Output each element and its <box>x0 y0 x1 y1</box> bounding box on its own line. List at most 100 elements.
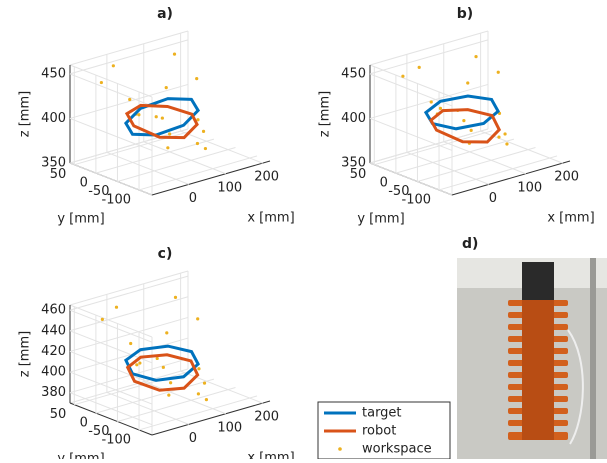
box-edge <box>70 31 188 65</box>
workspace-point <box>112 64 115 67</box>
workspace-point <box>203 382 206 385</box>
workspace-point <box>195 77 198 80</box>
workspace-point <box>165 86 168 89</box>
x-axis-label: x [mm] <box>247 211 294 226</box>
workspace-point <box>503 132 506 135</box>
workspace-point <box>115 306 118 309</box>
x-tick-label: 0 <box>189 191 197 206</box>
y-tick-label: 50 <box>50 407 67 422</box>
y-tick-label: 0 <box>80 176 88 191</box>
workspace-point <box>497 136 500 139</box>
grid-line <box>70 297 188 331</box>
y-axis-label: y [mm] <box>357 212 404 227</box>
grid-line <box>370 40 488 74</box>
y-tick-label: 0 <box>380 176 388 191</box>
grid-line <box>74 131 192 165</box>
workspace-point <box>167 394 170 397</box>
workspace-point <box>173 53 176 56</box>
z-tick-label: 380 <box>41 385 66 400</box>
grid-line <box>374 131 492 165</box>
z-tick-label: 400 <box>41 365 66 380</box>
grid-line <box>370 118 452 150</box>
workspace-point <box>100 81 103 84</box>
workspace-point <box>505 142 508 145</box>
chart-title: b) <box>457 6 473 22</box>
workspace-point <box>418 66 421 69</box>
workspace-point <box>137 113 140 116</box>
x-tick-label: 100 <box>217 420 242 435</box>
grid-line <box>70 74 152 106</box>
photo-frame <box>590 258 596 459</box>
grid-line <box>370 84 488 118</box>
z-axis-label: z [mm] <box>318 91 333 137</box>
workspace-point <box>166 146 169 149</box>
x-tick-label: 0 <box>489 191 497 206</box>
grid-line <box>70 276 188 310</box>
workspace-point <box>197 392 200 395</box>
z-tick-label: 420 <box>41 344 66 359</box>
box-edge <box>70 271 188 305</box>
workspace-point <box>204 147 207 150</box>
workspace-point <box>129 342 132 345</box>
workspace-point <box>439 107 442 110</box>
workspace-point <box>196 142 199 145</box>
legend-label: target <box>362 406 402 421</box>
grid-line <box>70 40 188 74</box>
workspace-point <box>168 132 171 135</box>
x-tick-label: 200 <box>254 410 279 425</box>
y-axis-label: y [mm] <box>57 452 104 460</box>
workspace-point <box>462 119 465 122</box>
workspace-point <box>401 75 404 78</box>
chart-title: a) <box>157 6 173 22</box>
z-tick-label: 400 <box>341 111 366 126</box>
trajectory <box>426 96 498 129</box>
workspace-point <box>138 361 141 364</box>
z-tick-label: 460 <box>41 303 66 318</box>
workspace-point <box>205 398 208 401</box>
x-axis-label: x [mm] <box>247 451 294 460</box>
z-tick-label: 400 <box>41 111 66 126</box>
workspace-point <box>155 115 158 118</box>
x-tick-label: 200 <box>254 170 279 185</box>
z-tick-label: 450 <box>341 66 366 81</box>
workspace-point <box>156 357 159 360</box>
y-axis-label: y [mm] <box>57 212 104 227</box>
legend: target robot workspace <box>318 402 450 459</box>
workspace-point <box>169 381 172 384</box>
x-tick-label: 0 <box>189 431 197 446</box>
z-tick-label: 450 <box>41 66 66 81</box>
z-tick-label: 350 <box>341 156 366 171</box>
workspace-point <box>197 367 200 370</box>
workspace-point <box>466 81 469 84</box>
box-edge <box>70 65 152 97</box>
grid-line <box>370 129 488 163</box>
box-edge <box>70 305 152 337</box>
box-edge <box>370 31 488 65</box>
chart-title: c) <box>158 246 173 262</box>
workspace-point <box>196 317 199 320</box>
legend-label: robot <box>362 424 396 439</box>
z-tick-label: 350 <box>41 156 66 171</box>
grid-line <box>396 139 514 173</box>
workspace-point <box>161 116 164 119</box>
legend-label: workspace <box>362 442 432 457</box>
workspace-point <box>128 98 131 101</box>
z-axis-label: z [mm] <box>18 331 33 377</box>
workspace-point <box>474 55 477 58</box>
workspace-point <box>174 296 177 299</box>
workspace-point <box>101 318 104 321</box>
workspace-point <box>165 331 168 334</box>
chart: 0100200500-50-100380400420440460x [mm]y … <box>18 246 451 459</box>
x-axis-label: x [mm] <box>547 211 594 226</box>
box-edge <box>370 65 452 97</box>
workspace-point <box>497 71 500 74</box>
legend-marker <box>338 447 342 451</box>
workspace-point <box>135 363 138 366</box>
z-tick-label: 440 <box>41 323 66 338</box>
grid-line <box>70 310 152 342</box>
grid-line <box>96 379 214 413</box>
y-tick-label: -100 <box>102 192 132 207</box>
x-tick-label: 100 <box>517 180 542 195</box>
